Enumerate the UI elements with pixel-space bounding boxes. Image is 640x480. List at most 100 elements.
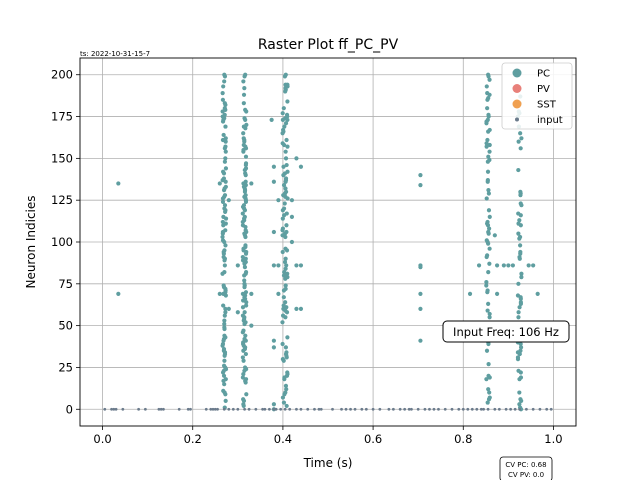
pc-spike <box>486 72 491 77</box>
input-spike <box>288 407 292 411</box>
pc-spike <box>486 208 492 213</box>
pc-spike <box>221 169 226 174</box>
pc-spike <box>283 189 289 194</box>
pc-spike <box>280 141 285 146</box>
pc-spike <box>242 336 247 342</box>
pc-spike <box>220 91 225 96</box>
pc-spike <box>223 243 228 248</box>
pc-spike <box>487 149 492 154</box>
pc-spike <box>283 256 288 261</box>
legend-label: input <box>537 115 563 126</box>
input-spike <box>272 407 276 411</box>
pc-spike <box>220 238 226 243</box>
pc-spike <box>281 273 287 278</box>
pc-spike <box>506 263 511 268</box>
pc-spike <box>241 372 246 377</box>
input-spike <box>364 407 368 411</box>
pc-spike <box>222 333 227 338</box>
pc-spike <box>283 246 288 251</box>
pc-spike <box>485 308 490 313</box>
pc-spike <box>221 254 226 260</box>
pc-spike <box>285 169 290 174</box>
pc-spike <box>240 375 245 380</box>
pc-spike <box>240 305 246 310</box>
pc-spike <box>285 370 290 375</box>
pc-spike <box>116 181 121 186</box>
input-spike <box>186 407 190 411</box>
pc-spike <box>485 178 490 183</box>
pc-spike <box>271 402 276 407</box>
pc-spike <box>518 243 523 248</box>
pc-spike <box>485 288 490 293</box>
pc-spike <box>220 341 226 347</box>
pc-spike <box>487 157 492 163</box>
pc-spike <box>487 395 492 400</box>
pc-spike <box>223 144 228 149</box>
y-tick-label: 100 <box>51 235 73 249</box>
pc-spike <box>487 261 492 266</box>
pc-spike <box>243 193 248 198</box>
pc-spike <box>271 345 276 350</box>
pc-spike <box>535 291 540 296</box>
pc-spike <box>494 291 500 296</box>
legend-marker <box>512 99 522 109</box>
input-spike <box>227 407 231 411</box>
pc-spike <box>282 259 288 265</box>
pc-spike <box>271 263 276 268</box>
pc-spike <box>518 375 524 380</box>
pc-spike <box>484 377 489 382</box>
input-spike <box>509 407 513 411</box>
input-spike <box>360 407 364 411</box>
pc-spike <box>220 219 225 225</box>
pc-spike <box>280 395 286 400</box>
pc-spike <box>222 112 227 117</box>
input-spike <box>204 407 208 411</box>
pc-spike <box>487 315 492 320</box>
timestamp-label: ts: 2022-10-31-15-7 <box>80 50 150 58</box>
pc-spike <box>222 193 228 198</box>
pc-spike <box>243 290 249 295</box>
pc-spike <box>418 306 423 312</box>
pc-spike <box>516 281 521 286</box>
input-spike <box>216 407 219 411</box>
pc-spike <box>221 176 227 181</box>
pc-spike <box>298 164 304 169</box>
pc-spike <box>280 313 286 318</box>
pc-spike <box>223 124 228 129</box>
pc-spike <box>280 320 285 325</box>
input-spike <box>432 407 436 411</box>
pc-spike <box>486 229 491 235</box>
pc-spike <box>223 149 228 154</box>
input-spike <box>263 407 267 411</box>
input-spike <box>267 407 271 411</box>
pc-spike <box>283 383 289 388</box>
legend-label: PV <box>537 84 550 95</box>
x-tick-label: 0.4 <box>274 432 292 446</box>
pc-spike <box>519 275 524 280</box>
pc-spike <box>519 136 524 141</box>
pc-spike <box>285 117 290 122</box>
pc-spike <box>243 228 248 233</box>
input-spike <box>295 407 298 411</box>
pc-spike <box>116 291 121 296</box>
pc-spike <box>486 387 491 392</box>
pc-spike <box>487 226 492 231</box>
pc-spike <box>241 101 246 106</box>
input-spike <box>344 407 348 411</box>
input-spike <box>457 407 461 411</box>
input-spike <box>261 407 265 411</box>
pc-spike <box>220 97 226 102</box>
x-axis-ticks: 0.0 0.2 0.4 0.6 0.8 1.0 <box>93 426 563 446</box>
annotation-box-frame <box>442 320 570 343</box>
pc-spike <box>486 362 491 367</box>
pc-spike <box>235 263 240 268</box>
pc-spike <box>516 139 521 144</box>
pc-spike <box>217 181 222 186</box>
input-spike <box>504 407 508 411</box>
pc-spike <box>510 263 515 268</box>
input-frequency-annotation: Input Freq: 106 Hz <box>442 320 570 343</box>
pc-spike <box>484 238 489 243</box>
input-spike <box>236 407 240 411</box>
pc-spike <box>223 184 228 189</box>
pc-spike <box>418 338 423 343</box>
